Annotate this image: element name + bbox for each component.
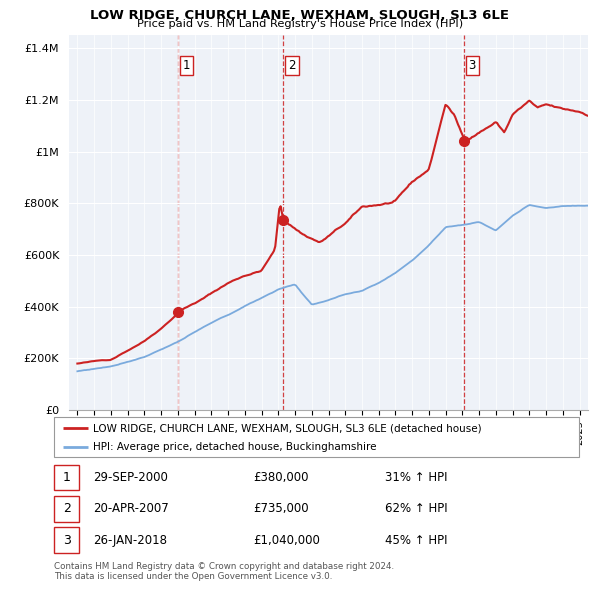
Text: 1: 1 <box>183 59 190 72</box>
Text: LOW RIDGE, CHURCH LANE, WEXHAM, SLOUGH, SL3 6LE (detached house): LOW RIDGE, CHURCH LANE, WEXHAM, SLOUGH, … <box>94 424 482 434</box>
FancyBboxPatch shape <box>54 496 79 522</box>
Text: £380,000: £380,000 <box>254 471 309 484</box>
FancyBboxPatch shape <box>54 527 79 553</box>
Text: £735,000: £735,000 <box>254 502 309 516</box>
Text: 62% ↑ HPI: 62% ↑ HPI <box>385 502 448 516</box>
FancyBboxPatch shape <box>54 465 79 490</box>
Text: 3: 3 <box>62 533 71 546</box>
Text: 31% ↑ HPI: 31% ↑ HPI <box>385 471 447 484</box>
FancyBboxPatch shape <box>54 417 579 457</box>
Text: HPI: Average price, detached house, Buckinghamshire: HPI: Average price, detached house, Buck… <box>94 442 377 452</box>
Text: 20-APR-2007: 20-APR-2007 <box>94 502 169 516</box>
Text: 2: 2 <box>289 59 296 72</box>
Text: LOW RIDGE, CHURCH LANE, WEXHAM, SLOUGH, SL3 6LE: LOW RIDGE, CHURCH LANE, WEXHAM, SLOUGH, … <box>91 9 509 22</box>
Text: 1: 1 <box>62 471 71 484</box>
Text: 26-JAN-2018: 26-JAN-2018 <box>94 533 167 546</box>
Text: £1,040,000: £1,040,000 <box>254 533 320 546</box>
Text: 29-SEP-2000: 29-SEP-2000 <box>94 471 168 484</box>
Text: 3: 3 <box>469 59 476 72</box>
Text: 45% ↑ HPI: 45% ↑ HPI <box>385 533 447 546</box>
Text: Price paid vs. HM Land Registry's House Price Index (HPI): Price paid vs. HM Land Registry's House … <box>137 19 463 30</box>
Text: Contains HM Land Registry data © Crown copyright and database right 2024.
This d: Contains HM Land Registry data © Crown c… <box>54 562 394 581</box>
Text: 2: 2 <box>62 502 71 516</box>
